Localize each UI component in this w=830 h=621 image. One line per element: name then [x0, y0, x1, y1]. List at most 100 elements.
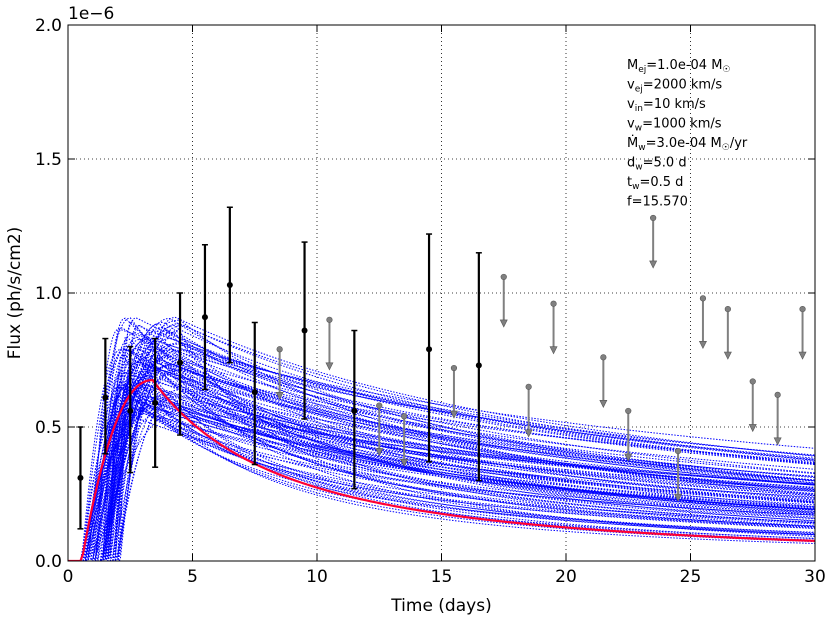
upper-limit-arrow — [748, 378, 757, 433]
axis-ticks: 0 5 10 15 20 25 30 0.0 0.5 1.0 1.5 2.0 — [35, 16, 826, 587]
upper-limit-arrowhead — [549, 346, 558, 355]
y-scale-label: 1e−6 — [68, 4, 114, 24]
ensemble-curve — [68, 380, 815, 561]
y-tick-label: 2.0 — [35, 16, 62, 36]
upper-limit-arrowhead — [599, 400, 608, 408]
ensemble-curve — [68, 348, 815, 561]
detection-point — [127, 345, 134, 474]
upper-limit-marker — [699, 295, 707, 302]
ensemble-curve — [68, 363, 815, 561]
upper-limit-marker — [450, 364, 458, 372]
detection-marker — [127, 407, 134, 414]
ensemble-curve — [68, 397, 815, 561]
ensemble-curve — [68, 402, 815, 561]
ensemble-curve — [68, 380, 815, 561]
ensemble-curve — [68, 347, 815, 561]
model-ensemble — [68, 316, 815, 561]
ensemble-curve — [68, 410, 815, 561]
ensemble-curve — [68, 403, 815, 561]
upper-limit-arrowhead — [449, 410, 458, 419]
parameter-line: dw=5.0 d — [627, 156, 687, 173]
detection-point — [201, 244, 208, 391]
parameter-line: Mej=1.0e-04 M☉ — [627, 58, 731, 75]
x-tick-label: 20 — [555, 567, 577, 587]
upper-limit-marker — [625, 407, 632, 415]
ensemble-curve — [68, 410, 815, 561]
ensemble-curve — [68, 363, 815, 561]
y-tick-label: 0.0 — [35, 552, 62, 572]
ensemble-curve — [68, 324, 815, 561]
detection-point — [102, 337, 109, 455]
ensemble-curve — [68, 401, 815, 561]
upper-limit-arrow — [624, 407, 633, 462]
ensemble-curve — [68, 349, 815, 561]
ensemble-curve — [68, 363, 815, 561]
detection-point — [351, 329, 358, 490]
ensemble-curve — [68, 394, 815, 561]
upper-limit-marker — [550, 300, 557, 307]
upper-limit-arrowhead — [275, 391, 284, 400]
x-tick-label: 5 — [187, 567, 198, 587]
ensemble-curve — [68, 381, 815, 561]
upper-limit-arrowhead — [649, 260, 658, 269]
detection-marker — [77, 474, 84, 481]
upper-limit-marker — [500, 273, 507, 281]
detection-point — [77, 426, 84, 530]
ensemble-curve — [68, 359, 815, 561]
ensemble-curve — [68, 397, 815, 561]
x-tick-label: 10 — [306, 567, 328, 587]
upper-limit-arrowhead — [400, 458, 409, 467]
detections — [77, 206, 482, 530]
detection-marker — [201, 314, 208, 321]
parameter-annotation: Mej=1.0e-04 M☉ vej=2000 km/s vin=10 km/s vw… — [627, 58, 748, 210]
ensemble-curve — [68, 318, 815, 561]
upper-limit-arrow — [449, 364, 458, 419]
parameter-line: vej=2000 km/s — [627, 78, 722, 95]
ensemble-curve — [68, 369, 815, 561]
ensemble-curve — [68, 388, 815, 561]
detection-marker — [251, 389, 258, 396]
ensemble-curve — [68, 320, 815, 561]
parameter-line: f=15.570 — [627, 195, 688, 210]
upper-limit-arrowhead — [524, 429, 533, 438]
upper-limit-arrowhead — [624, 453, 633, 462]
ensemble-curve — [68, 409, 815, 561]
upper-limit-arrow — [499, 273, 508, 328]
detection-point — [251, 321, 258, 466]
detection-marker — [177, 359, 184, 366]
ensemble-curve — [68, 365, 815, 561]
upper-limit-marker — [326, 316, 333, 323]
detection-point — [226, 206, 233, 364]
upper-limit-arrowhead — [325, 362, 334, 371]
y-tick-label: 0.5 — [35, 418, 62, 438]
upper-limit-arrowhead — [723, 351, 732, 360]
detection-point — [475, 252, 482, 482]
x-tick-label: 30 — [804, 567, 826, 587]
ensemble-curve — [68, 361, 815, 561]
upper-limit-arrow — [524, 383, 533, 438]
detection-point — [301, 241, 308, 420]
parameter-line: vin=10 km/s — [627, 97, 706, 114]
x-axis-label: Time (days) — [390, 596, 491, 616]
upper-limit-arrowhead — [748, 424, 757, 433]
upper-limit-marker — [401, 413, 408, 420]
upper-limit-arrowhead — [773, 437, 782, 446]
ensemble-curve — [68, 317, 815, 561]
detection-marker — [351, 407, 358, 414]
ensemble-curve — [68, 363, 815, 561]
detection-marker — [301, 327, 308, 334]
upper-limit-arrowhead — [698, 341, 707, 350]
ensemble-curve — [68, 382, 815, 561]
upper-limits — [275, 214, 807, 502]
detection-marker — [152, 399, 159, 406]
ensemble-curve — [68, 406, 815, 561]
y-axis-label: Flux (ph/s/cm2) — [5, 227, 25, 360]
detection-marker — [102, 394, 109, 401]
ensemble-curve — [68, 398, 815, 561]
detection-marker — [475, 362, 482, 369]
x-tick-label: 25 — [680, 567, 702, 587]
upper-limit-marker — [749, 378, 756, 385]
ensemble-curve — [68, 364, 815, 561]
